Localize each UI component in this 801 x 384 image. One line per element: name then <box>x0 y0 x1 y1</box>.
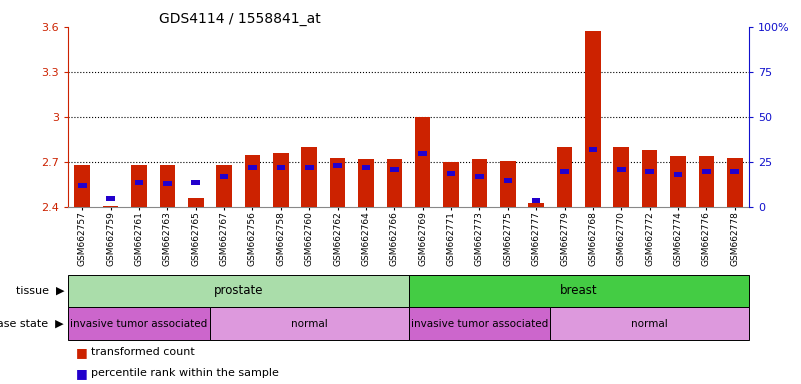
Bar <box>219 174 228 179</box>
Bar <box>301 147 317 207</box>
Bar <box>418 151 427 156</box>
Bar <box>670 156 686 207</box>
Bar <box>642 150 658 207</box>
Bar <box>191 180 200 185</box>
Bar <box>415 117 430 207</box>
Bar <box>68 307 210 340</box>
Text: GDS4114 / 1558841_at: GDS4114 / 1558841_at <box>159 12 321 25</box>
Bar <box>305 165 313 170</box>
Text: disease state  ▶: disease state ▶ <box>0 318 64 329</box>
Bar <box>68 275 409 307</box>
Bar <box>560 169 569 174</box>
Bar <box>504 178 512 183</box>
Text: percentile rank within the sample: percentile rank within the sample <box>91 368 279 378</box>
Bar <box>276 165 285 170</box>
Bar <box>248 165 257 170</box>
Bar <box>614 147 629 207</box>
Bar <box>409 275 749 307</box>
Bar <box>74 165 90 207</box>
Bar <box>472 159 487 207</box>
Bar <box>330 158 345 207</box>
Bar <box>674 172 682 177</box>
Bar <box>210 307 409 340</box>
Bar <box>447 170 455 175</box>
Text: breast: breast <box>560 285 598 297</box>
Bar <box>698 156 714 207</box>
Bar <box>78 183 87 188</box>
Bar <box>358 159 374 207</box>
Bar <box>216 165 232 207</box>
Bar <box>731 169 739 174</box>
Bar <box>557 147 573 207</box>
Bar <box>617 167 626 172</box>
Bar <box>585 31 601 207</box>
Bar <box>550 307 749 340</box>
Bar <box>500 161 516 207</box>
Bar <box>443 162 459 207</box>
Text: ■: ■ <box>76 346 88 359</box>
Bar <box>475 174 484 179</box>
Bar <box>159 165 175 207</box>
Text: invasive tumor associated: invasive tumor associated <box>411 318 548 329</box>
Bar <box>107 196 115 201</box>
Bar <box>188 198 203 207</box>
Text: tissue  ▶: tissue ▶ <box>15 286 64 296</box>
Bar <box>273 153 288 207</box>
Bar <box>727 158 743 207</box>
Bar <box>529 203 544 207</box>
Text: prostate: prostate <box>214 285 263 297</box>
Bar <box>362 165 370 170</box>
Text: ■: ■ <box>76 367 88 380</box>
Bar <box>135 180 143 185</box>
Bar <box>333 163 342 168</box>
Text: normal: normal <box>291 318 328 329</box>
Text: invasive tumor associated: invasive tumor associated <box>70 318 207 329</box>
Bar <box>589 147 598 152</box>
Bar <box>131 165 147 207</box>
Bar <box>163 181 171 186</box>
Bar <box>702 169 710 174</box>
Bar <box>532 198 541 203</box>
Bar <box>103 206 119 207</box>
Bar <box>646 169 654 174</box>
Bar <box>409 307 550 340</box>
Bar <box>244 155 260 207</box>
Text: transformed count: transformed count <box>91 347 195 357</box>
Text: normal: normal <box>631 318 668 329</box>
Bar <box>390 167 399 172</box>
Bar <box>387 159 402 207</box>
